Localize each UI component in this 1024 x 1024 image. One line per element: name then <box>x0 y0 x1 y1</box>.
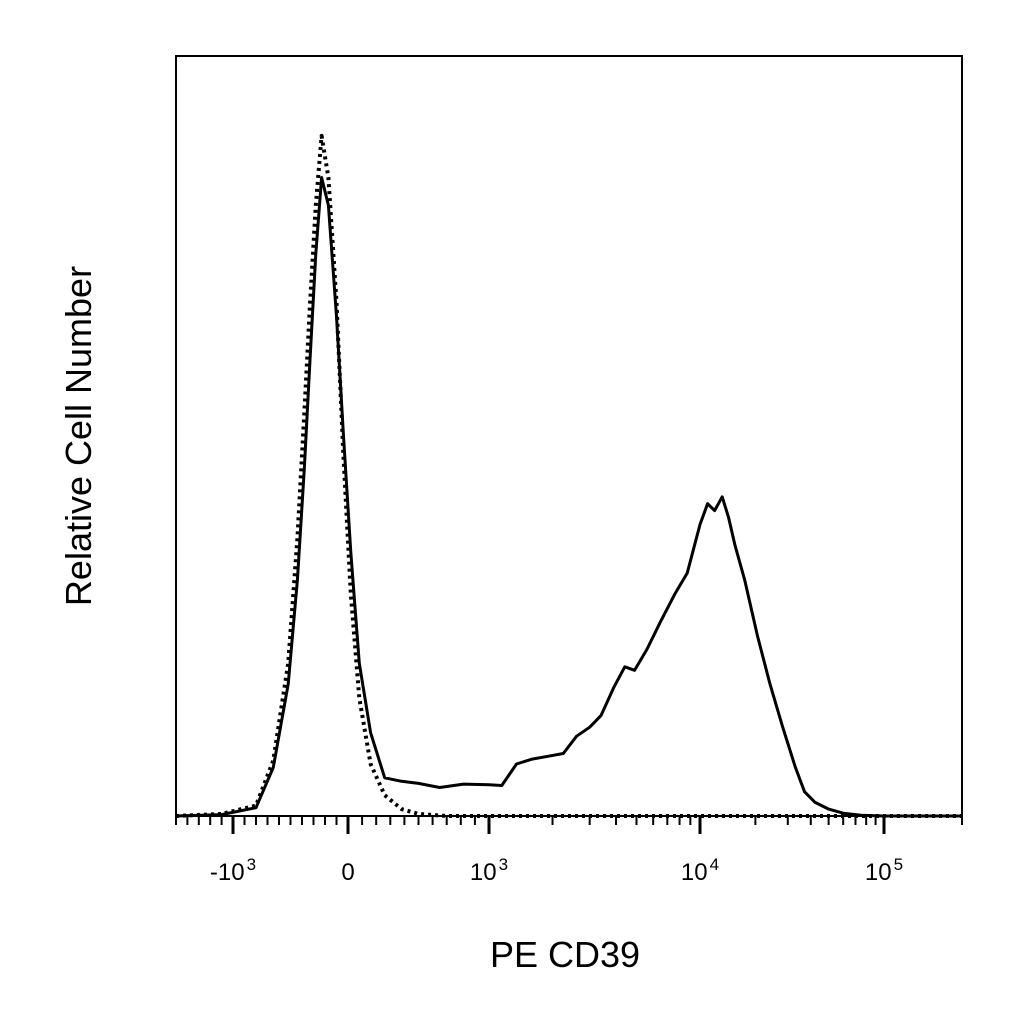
dotted-series-curve <box>175 133 962 818</box>
x-ticks-layer <box>175 816 963 834</box>
x-tick-label: -10 3 <box>210 855 256 886</box>
x-axis-title: PE CD39 <box>490 934 640 975</box>
x-tick-label: 10 4 <box>681 855 719 886</box>
x-tick-labels-layer: -10 3 0 10 3 10 4 10 5 <box>210 855 903 886</box>
x-tick-label: 10 3 <box>470 855 508 886</box>
curves-layer <box>175 133 962 818</box>
x-tick-label: 0 <box>341 859 354 886</box>
solid-series-curve <box>175 176 962 818</box>
x-tick-label: 10 5 <box>865 855 903 886</box>
plot-frame <box>175 55 963 817</box>
y-axis-title: Relative Cell Number <box>58 266 99 606</box>
